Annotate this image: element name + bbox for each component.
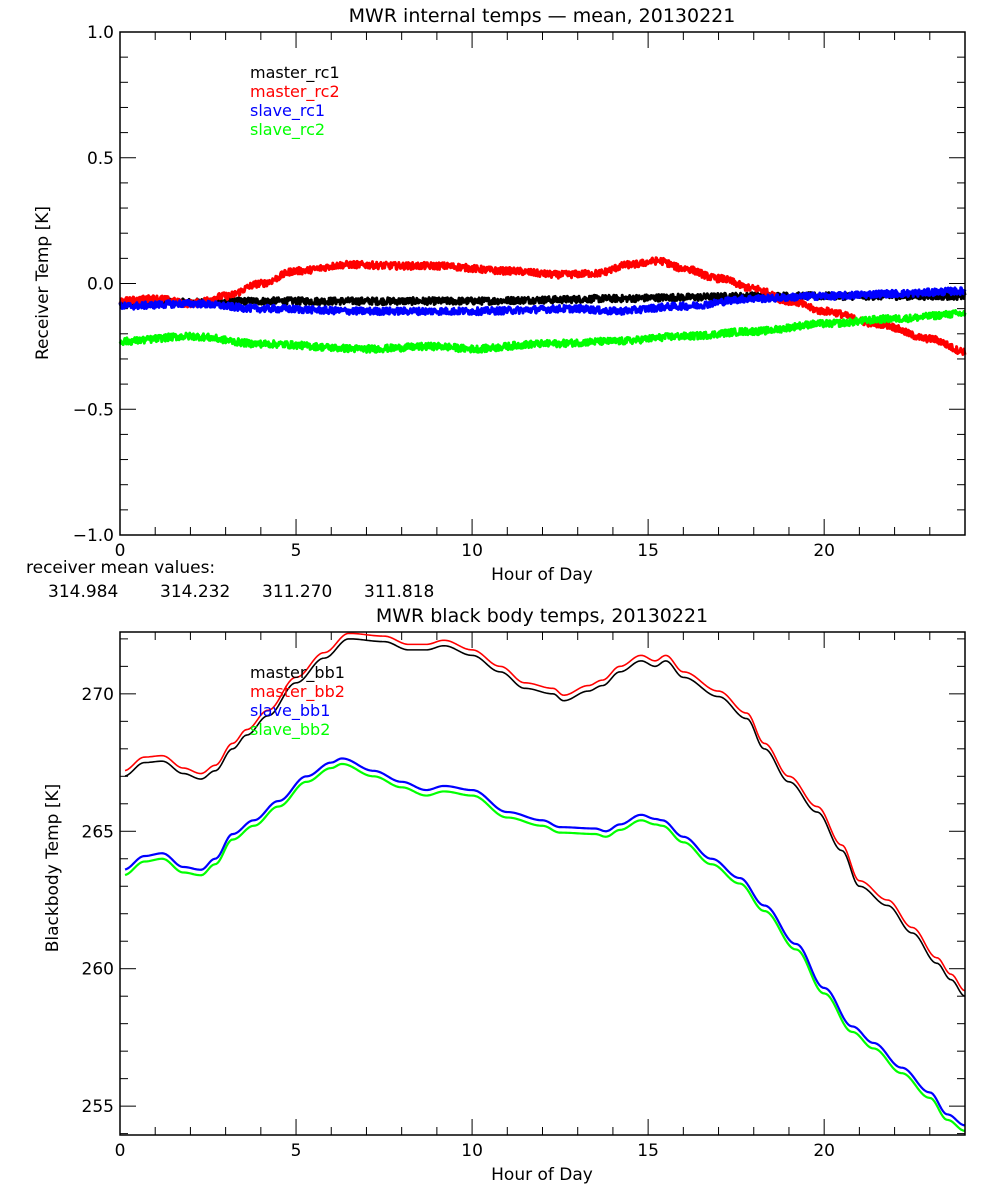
x-tick-label: 10 — [461, 1141, 483, 1161]
x-tick-label: 0 — [115, 541, 126, 561]
series-line-slave-bb1 — [124, 757, 966, 1127]
receiver-mean-value: 311.270 — [262, 582, 332, 602]
annotation-values: 314.984 314.232 311.270 311.818 — [48, 582, 434, 602]
x-tick-label: 0 — [115, 1141, 126, 1161]
y-tick-label: 260 — [82, 960, 114, 980]
tick-labels: 0 5 10 15 20 −1.0 −0.5 0.0 0.5 1.0 — [73, 23, 835, 561]
x-axis-label: Hour of Day — [491, 1165, 593, 1185]
legend-entry-slave-rc1: slave_rc1 — [250, 101, 325, 121]
y-tick-label: 0.5 — [87, 149, 114, 169]
x-tick-label: 5 — [291, 1141, 302, 1161]
chart-title: MWR internal temps — mean, 20130221 — [349, 5, 736, 27]
y-tick-label: 0.0 — [87, 275, 114, 295]
x-axis-label: Hour of Day — [491, 565, 593, 585]
chart-title: MWR black body temps, 20130221 — [376, 605, 708, 627]
y-tick-label: 270 — [82, 685, 114, 705]
legend-entry-slave-rc2: slave_rc2 — [250, 120, 325, 140]
y-tick-label: −1.0 — [73, 526, 114, 546]
legend-entry-master-rc2: master_rc2 — [250, 82, 340, 102]
legend-entry-slave-bb2: slave_bb2 — [250, 720, 330, 740]
series-line-slave-rc1 — [118, 286, 967, 317]
y-tick-label: 255 — [82, 1097, 114, 1117]
y-tick-label: 265 — [82, 822, 114, 842]
blackbody-temp-panel: MWR black body temps, 20130221 0 5 10 15 20 2… — [43, 605, 966, 1185]
x-tick-label: 10 — [461, 541, 483, 561]
receiver-temp-panel: MWR internal temps — mean, 20130221 0 5 10… — [26, 5, 967, 602]
legend-entry-master-bb2: master_bb2 — [250, 682, 345, 702]
x-tick-label: 5 — [291, 541, 302, 561]
plot-frame — [119, 31, 966, 536]
legend-entry-master-bb1: master_bb1 — [250, 663, 345, 683]
axis-ticks — [119, 31, 966, 536]
series-line-slave-bb2 — [124, 762, 966, 1132]
y-tick-label: 1.0 — [87, 23, 114, 43]
legend-entry-master-rc1: master_rc1 — [250, 63, 340, 83]
y-tick-label: −0.5 — [73, 400, 114, 420]
series-line-master-rc2 — [118, 256, 967, 356]
tick-labels: 0 5 10 15 20 255 260 265 270 — [82, 685, 835, 1161]
axis-ticks — [119, 632, 966, 1135]
annotation-label: receiver mean values: — [26, 558, 215, 578]
receiver-mean-value: 311.818 — [364, 582, 434, 602]
plot-frame — [119, 631, 966, 1136]
series-group — [118, 256, 967, 356]
x-tick-label: 15 — [637, 541, 659, 561]
y-axis-label: Blackbody Temp [K] — [43, 784, 63, 953]
x-tick-label: 20 — [813, 1141, 835, 1161]
series-group — [124, 632, 966, 1132]
x-tick-label: 15 — [637, 1141, 659, 1161]
series-line-master-bb2 — [124, 632, 966, 992]
series-line-slave-rc2 — [118, 309, 967, 354]
receiver-mean-value: 314.232 — [160, 582, 230, 602]
y-axis-label: Receiver Temp [K] — [33, 206, 53, 360]
legend-entry-slave-bb1: slave_bb1 — [250, 701, 330, 721]
receiver-mean-value: 314.984 — [48, 582, 118, 602]
series-line-master-bb1 — [124, 638, 966, 997]
x-tick-label: 20 — [813, 541, 835, 561]
